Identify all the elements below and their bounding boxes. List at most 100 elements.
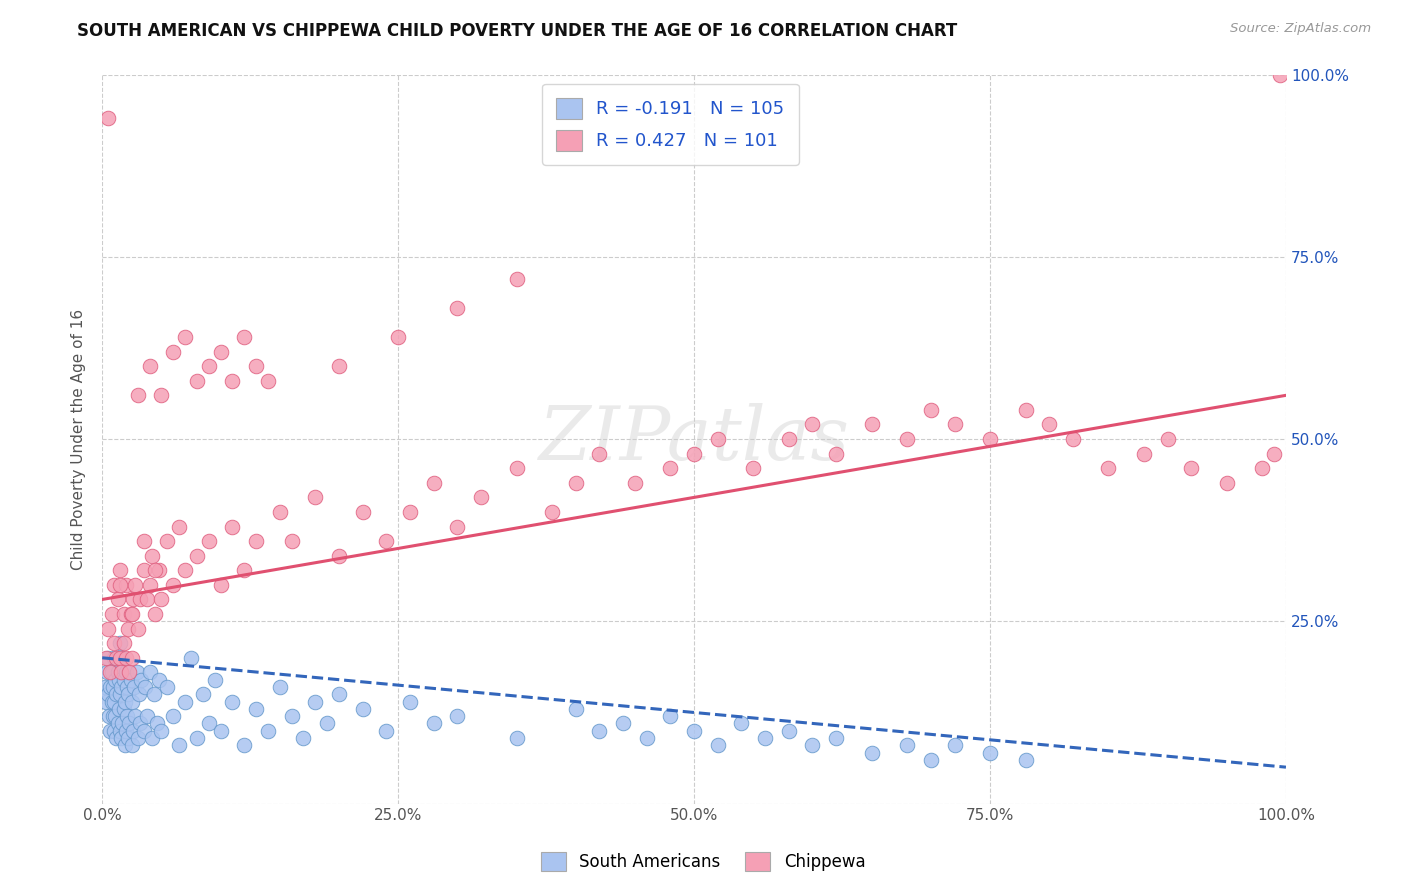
Point <box>257 723 280 738</box>
Point <box>115 709 138 723</box>
Point <box>134 680 156 694</box>
Point <box>100 607 122 621</box>
Point <box>197 534 219 549</box>
Point <box>1180 461 1202 475</box>
Point <box>120 607 142 621</box>
Point <box>167 519 190 533</box>
Text: ZIPatlas: ZIPatlas <box>538 403 849 475</box>
Point <box>446 519 468 533</box>
Point <box>316 716 339 731</box>
Point <box>118 716 141 731</box>
Point <box>148 673 170 687</box>
Point <box>111 650 134 665</box>
Point <box>136 709 159 723</box>
Point <box>1133 447 1156 461</box>
Point <box>141 731 163 745</box>
Point <box>117 622 139 636</box>
Point <box>245 702 267 716</box>
Point <box>122 592 145 607</box>
Point <box>541 505 564 519</box>
Point <box>94 650 117 665</box>
Point <box>564 702 586 716</box>
Point <box>94 694 117 708</box>
Point <box>422 716 444 731</box>
Point <box>245 534 267 549</box>
Point <box>636 731 658 745</box>
Point <box>138 665 160 680</box>
Point <box>328 687 350 701</box>
Point <box>588 447 610 461</box>
Point <box>124 709 146 723</box>
Point <box>100 723 122 738</box>
Point <box>132 563 155 577</box>
Point <box>280 534 302 549</box>
Point <box>233 330 256 344</box>
Point <box>136 592 159 607</box>
Text: SOUTH AMERICAN VS CHIPPEWA CHILD POVERTY UNDER THE AGE OF 16 CORRELATION CHART: SOUTH AMERICAN VS CHIPPEWA CHILD POVERTY… <box>77 22 957 40</box>
Point <box>138 359 160 373</box>
Point <box>122 680 145 694</box>
Point <box>446 709 468 723</box>
Point <box>100 680 122 694</box>
Point <box>121 694 143 708</box>
Point <box>1038 417 1060 432</box>
Point <box>683 723 706 738</box>
Point <box>162 578 184 592</box>
Point <box>107 702 129 716</box>
Point <box>624 475 647 490</box>
Point <box>801 739 824 753</box>
Point <box>150 388 173 402</box>
Point <box>128 687 150 701</box>
Point <box>121 650 143 665</box>
Point <box>143 687 166 701</box>
Point <box>110 731 132 745</box>
Point <box>148 563 170 577</box>
Point <box>127 731 149 745</box>
Point <box>896 739 918 753</box>
Point <box>105 687 128 701</box>
Point <box>115 680 138 694</box>
Point <box>145 607 167 621</box>
Point <box>127 622 149 636</box>
Point <box>100 665 122 680</box>
Point <box>97 687 120 701</box>
Point <box>352 702 374 716</box>
Point <box>245 359 267 373</box>
Point <box>505 271 527 285</box>
Point <box>612 716 634 731</box>
Point <box>1014 403 1036 417</box>
Point <box>174 563 197 577</box>
Point <box>104 709 127 723</box>
Point <box>1062 432 1084 446</box>
Point <box>108 687 131 701</box>
Point <box>943 417 966 432</box>
Legend: R = -0.191   N = 105, R = 0.427   N = 101: R = -0.191 N = 105, R = 0.427 N = 101 <box>543 84 799 165</box>
Point <box>115 578 138 592</box>
Point <box>209 344 232 359</box>
Point <box>1156 432 1178 446</box>
Point <box>204 673 226 687</box>
Point <box>103 636 125 650</box>
Point <box>108 650 131 665</box>
Point <box>122 723 145 738</box>
Point <box>145 716 167 731</box>
Point <box>659 709 682 723</box>
Point <box>107 592 129 607</box>
Point <box>120 673 142 687</box>
Point <box>112 673 135 687</box>
Point <box>186 374 208 388</box>
Point <box>127 388 149 402</box>
Point <box>121 739 143 753</box>
Legend: South Americans, Chippewa: South Americans, Chippewa <box>533 843 873 880</box>
Point <box>117 731 139 745</box>
Point <box>115 723 138 738</box>
Point <box>304 491 326 505</box>
Point <box>98 709 121 723</box>
Point <box>470 491 492 505</box>
Point <box>197 716 219 731</box>
Point <box>422 475 444 490</box>
Point <box>328 549 350 563</box>
Point <box>1014 753 1036 767</box>
Point <box>156 534 179 549</box>
Point <box>754 731 776 745</box>
